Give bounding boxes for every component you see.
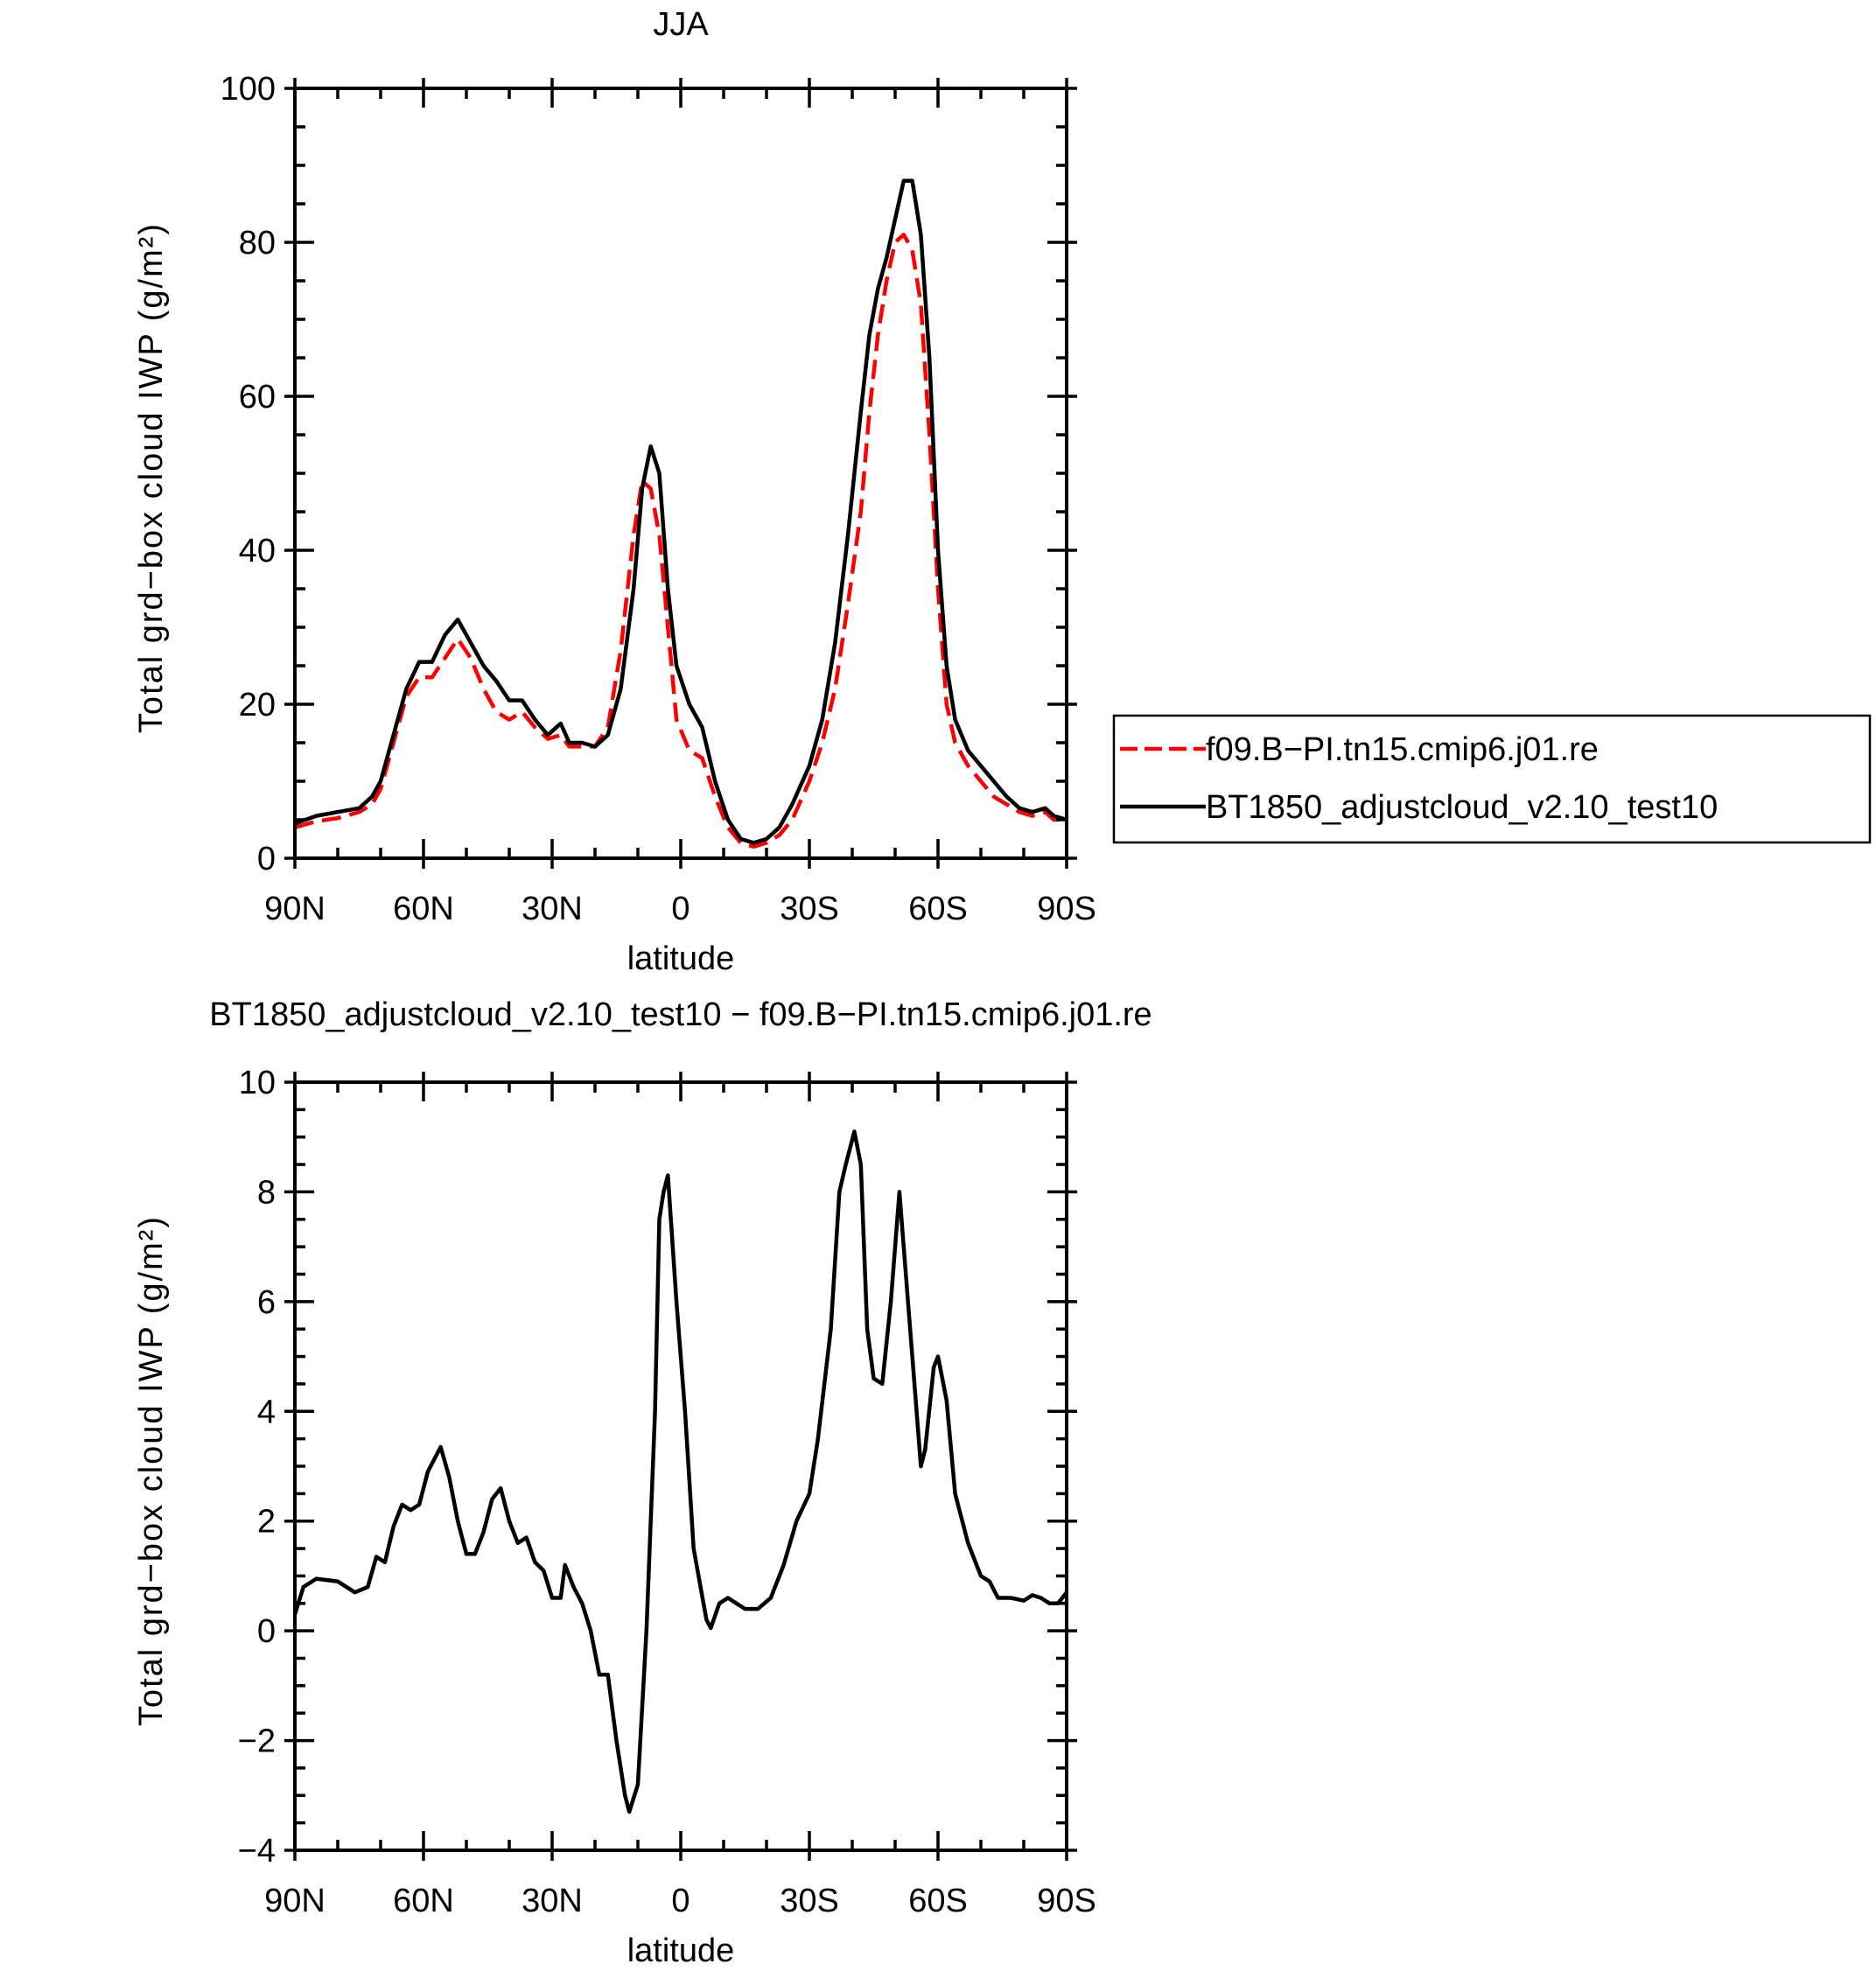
chart-title: JJA: [653, 6, 709, 43]
plot-frame: [293, 87, 1068, 860]
x-tick-label: 60S: [908, 1883, 968, 1919]
y-tick-label: 60: [239, 379, 276, 416]
x-axis-label: latitude: [627, 940, 735, 977]
series-line-1: [294, 232, 1067, 849]
y-tick-label: 6: [257, 1284, 276, 1321]
legend-label-2: BT1850_adjustcloud_v2.10_test10: [1206, 789, 1718, 826]
y-tick-label: 4: [257, 1394, 276, 1430]
x-tick-label: 60N: [393, 891, 454, 927]
legend: f09.B−PI.tn15.cmip6.j01.re BT1850_adjustc…: [1112, 714, 1872, 844]
x-tick-label: 0: [671, 1883, 690, 1919]
x-tick-label: 90N: [264, 1883, 326, 1919]
y-tick-label: 20: [239, 687, 276, 723]
y-tick-label: 0: [257, 841, 276, 877]
x-tick-label: 30N: [522, 1883, 583, 1919]
x-tick-label: 30S: [780, 1883, 839, 1919]
x-tick-label: 90N: [264, 891, 326, 927]
y-tick-label: 0: [257, 1613, 276, 1650]
y-tick-label: 2: [257, 1504, 276, 1541]
panel-2: BT1850_adjustcloud_v2.10_test10 − f09.B−…: [133, 996, 1152, 1969]
x-tick-label: 0: [671, 891, 690, 927]
y-tick-label: −2: [238, 1723, 276, 1760]
x-tick-label: 30S: [780, 891, 839, 927]
legend-box: [1112, 714, 1872, 844]
x-tick-label: 60N: [393, 1883, 454, 1919]
x-tick-label: 60S: [908, 891, 968, 927]
x-tick-label: 90S: [1037, 891, 1096, 927]
y-tick-label: 8: [257, 1174, 276, 1211]
y-tick-label: 100: [220, 71, 276, 108]
chart-title: BT1850_adjustcloud_v2.10_test10 − f09.B−…: [209, 996, 1152, 1033]
legend-label-1: f09.B−PI.tn15.cmip6.j01.re: [1206, 731, 1599, 768]
panel-1: JJA 90N 60N 30N 0 30S 60S 90S latitude 0 20 40 60 80 1…: [133, 6, 1872, 977]
series-line-2: [294, 178, 1068, 845]
x-tick-label: 30N: [522, 891, 583, 927]
series-line-1: [292, 1129, 1068, 1814]
y-tick-label: 80: [239, 225, 276, 262]
y-axis-label: Total grd−box cloud IWP (g/m²): [133, 1215, 170, 1726]
y-tick-label: 10: [239, 1065, 276, 1101]
x-tick-label: 90S: [1037, 1883, 1096, 1919]
x-axis-label: latitude: [627, 1933, 735, 1969]
y-tick-label: 40: [239, 533, 276, 570]
y-tick-label: −4: [238, 1833, 276, 1870]
y-axis-label: Total grd−box cloud IWP (g/m²): [133, 222, 170, 733]
